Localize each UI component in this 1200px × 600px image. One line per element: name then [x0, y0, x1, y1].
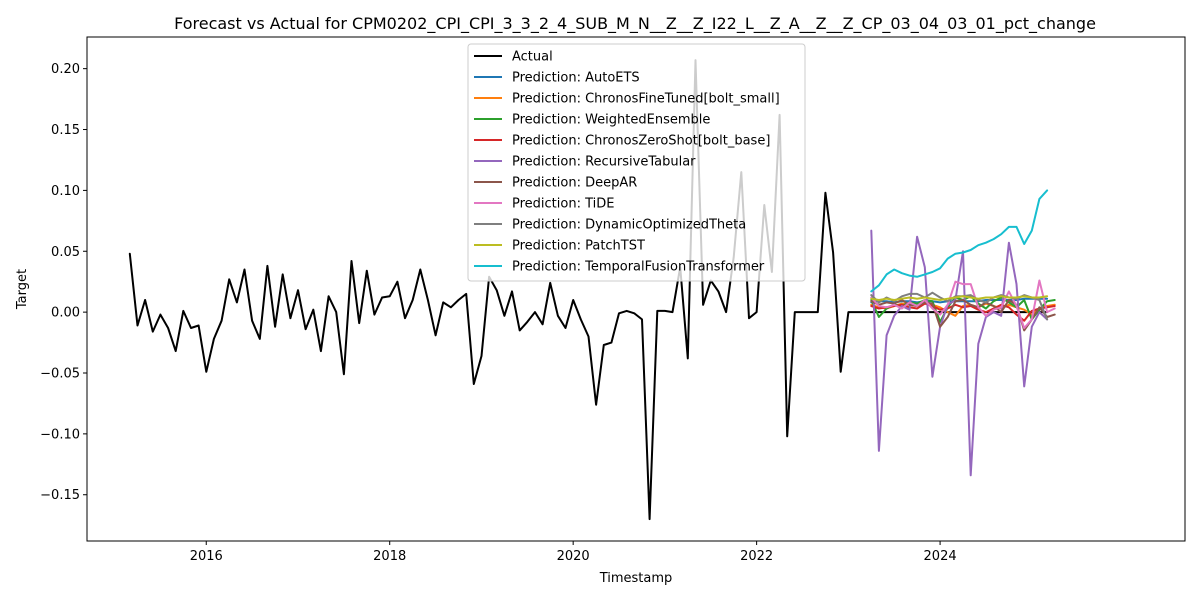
x-tick-label: 2016 [190, 549, 223, 564]
legend-label: Prediction: DeepAR [512, 176, 637, 191]
y-tick-label: 0.00 [51, 306, 80, 321]
y-tick-label: 0.10 [51, 184, 80, 199]
series-line-prediction-tide [870, 279, 1056, 329]
legend-label: Prediction: TiDE [512, 197, 614, 212]
series-line-prediction-patchtst [870, 295, 1049, 301]
x-tick-label: 2018 [373, 549, 406, 564]
legend-label: Prediction: ChronosZeroShot[bolt_base] [512, 134, 770, 149]
y-tick-label: −0.15 [40, 488, 80, 503]
x-tick-label: 2020 [557, 549, 590, 564]
legend-label: Prediction: PatchTST [512, 239, 645, 254]
x-tick-label: 2022 [740, 549, 773, 564]
legend-box [467, 43, 806, 282]
y-axis-label: Target [15, 269, 30, 310]
series-line-prediction-chronosfinetuned-bolt-small [870, 301, 1056, 317]
series-layer [128, 59, 1056, 521]
legend-label: Prediction: DynamicOptimizedTheta [512, 218, 746, 233]
legend-label: Prediction: RecursiveTabular [512, 155, 696, 170]
y-tick-label: 0.20 [51, 62, 80, 77]
y-tick-label: −0.05 [40, 367, 80, 382]
legend-label: Prediction: AutoETS [512, 71, 640, 86]
legend-label: Actual [512, 50, 553, 65]
y-tick-label: −0.10 [40, 427, 80, 442]
axes-layer: 2016 2018 2020 2022 2024 −0.15 −0.10 −0.05 0.00 0… [40, 62, 956, 564]
legend-label: Prediction: WeightedEnsemble [512, 113, 710, 128]
series-line-prediction-chronoszeroshot-bolt-base [870, 302, 1056, 322]
series-line-prediction-deepar [870, 299, 1056, 332]
legend: Actual Prediction: AutoETS Prediction: Chr… [467, 43, 806, 282]
x-axis-label: Timestamp [599, 571, 673, 586]
y-tick-label: 0.15 [51, 123, 80, 138]
series-line-actual [128, 59, 1049, 521]
legend-label: Prediction: TemporalFusionTransformer [512, 260, 765, 275]
plot-frame [86, 36, 1186, 542]
x-tick-label: 2024 [924, 549, 957, 564]
series-line-prediction-temporalfusiontransformer [870, 189, 1049, 293]
legend-label: Prediction: ChronosFineTuned[bolt_small] [512, 92, 780, 107]
y-tick-label: 0.05 [51, 245, 80, 260]
chart-title: Forecast vs Actual for CPM0202_CPI_CPI_3… [174, 14, 1096, 34]
